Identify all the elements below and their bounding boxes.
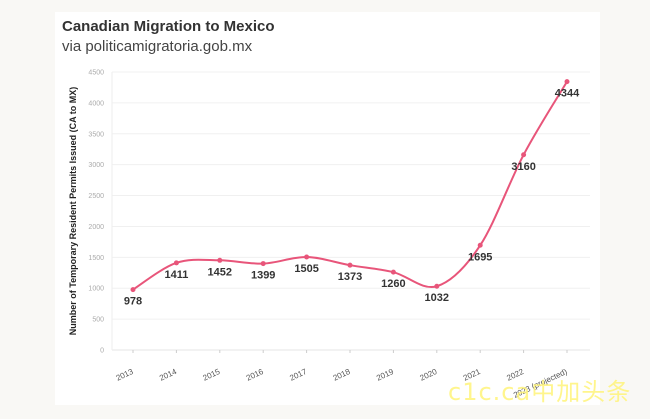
y-tick-label: 3500	[88, 131, 104, 138]
y-tick-label: 500	[92, 317, 104, 324]
data-label: 1411	[164, 269, 188, 281]
x-tick-label: 2013	[115, 367, 135, 383]
data-point	[477, 242, 483, 248]
y-tick-label: 1500	[88, 255, 104, 262]
data-label: 1695	[468, 251, 492, 263]
data-label: 1452	[208, 266, 232, 278]
x-tick-label: 2020	[418, 367, 438, 383]
data-point	[521, 152, 527, 158]
data-point	[564, 79, 570, 85]
x-tick-label: 2019	[375, 367, 395, 383]
chart-card	[55, 12, 600, 405]
y-tick-label: 2500	[88, 193, 104, 200]
y-tick-label: 4000	[88, 100, 104, 107]
data-label: 1505	[294, 263, 318, 275]
x-tick-label: 2017	[288, 367, 308, 383]
watermark: c1c.ca中加头条	[448, 378, 632, 406]
y-tick-label: 3000	[88, 162, 104, 169]
data-point	[347, 262, 353, 268]
x-tick-label: 2016	[245, 367, 265, 383]
y-tick-label: 2000	[88, 224, 104, 231]
chart-subtitle: via politicamigratoria.gob.mx	[62, 38, 253, 55]
data-point	[173, 260, 179, 266]
data-label: 1399	[251, 270, 275, 282]
x-tick-label: 2018	[332, 367, 352, 383]
x-tick-label: 2014	[158, 367, 178, 383]
y-tick-label: 4500	[88, 70, 104, 77]
series-line	[132, 81, 568, 291]
data-point	[304, 254, 310, 260]
data-point	[130, 287, 136, 293]
data-point	[390, 269, 396, 275]
data-point	[217, 257, 223, 263]
data-point	[434, 283, 440, 289]
y-tick-label: 1000	[88, 286, 104, 293]
data-label: 1373	[338, 271, 362, 283]
chart-title: Canadian Migration to Mexico	[62, 18, 275, 35]
data-point	[260, 261, 266, 267]
y-tick-label: 0	[100, 348, 104, 355]
data-label: 4344	[555, 88, 580, 100]
data-label: 1032	[425, 292, 449, 304]
data-label: 3160	[511, 161, 535, 173]
x-tick-label: 2015	[201, 367, 221, 383]
data-label: 978	[124, 296, 142, 308]
data-label: 1260	[381, 278, 405, 290]
y-axis-label: Number of Temporary Resident Permits Iss…	[68, 87, 78, 336]
